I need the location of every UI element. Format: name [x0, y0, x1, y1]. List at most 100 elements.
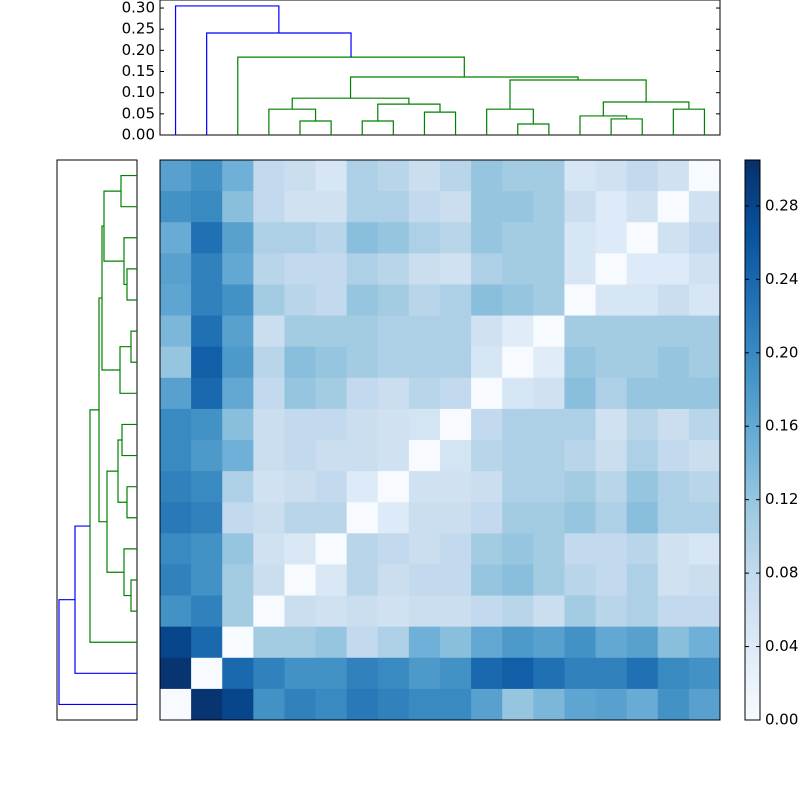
colorbar-step — [745, 274, 760, 278]
y-tick-label: 0.30 — [122, 0, 155, 17]
colorbar-step — [745, 686, 760, 690]
heatmap-cell — [440, 160, 472, 192]
heatmap-cell — [626, 688, 659, 721]
heatmap-cell — [346, 253, 379, 285]
heatmap-cell — [222, 346, 254, 379]
colorbar-step — [745, 179, 760, 183]
colorbar-tick-label: 0.00 — [765, 711, 798, 729]
heatmap-cell — [626, 408, 659, 441]
colorbar-step — [745, 454, 760, 458]
heatmap-cell — [408, 377, 441, 410]
heatmap-cell — [533, 284, 565, 317]
colorbar-step — [745, 641, 760, 645]
colorbar-step — [745, 409, 760, 413]
heatmap-cell — [502, 657, 534, 690]
heatmap-cell — [377, 377, 410, 410]
heatmap-cell — [502, 315, 534, 348]
colorbar-step — [745, 316, 760, 320]
heatmap-cell — [222, 502, 254, 534]
colorbar-step — [745, 482, 760, 486]
heatmap-cell — [160, 284, 192, 317]
colorbar-step — [745, 249, 760, 253]
heatmap-cell — [408, 502, 441, 534]
colorbar-step — [745, 574, 760, 578]
colorbar-step — [745, 566, 760, 570]
heatmap-cell — [377, 688, 410, 721]
heatmap-cell — [657, 191, 690, 223]
colorbar-step — [745, 378, 760, 382]
heatmap-cell — [564, 315, 597, 348]
colorbar-step — [745, 582, 760, 586]
colorbar-step — [745, 585, 760, 589]
colorbar-step — [745, 288, 760, 292]
colorbar-step — [745, 490, 760, 494]
heatmap-cell — [626, 191, 659, 223]
heatmap-cell — [471, 595, 503, 628]
colorbar-step — [745, 608, 760, 612]
colorbar-step — [745, 465, 760, 469]
heatmap-cell — [502, 564, 534, 597]
colorbar-step — [745, 381, 760, 385]
colorbar-step — [745, 182, 760, 186]
heatmap-cell — [377, 160, 410, 192]
heatmap-cell — [533, 657, 565, 690]
heatmap-cell — [471, 502, 503, 534]
heatmap-cell — [440, 222, 472, 254]
heatmap-cell — [595, 595, 628, 628]
heatmap-cell — [502, 440, 534, 472]
heatmap-cell — [284, 595, 317, 628]
heatmap-cell — [222, 191, 254, 223]
colorbar-step — [745, 244, 760, 248]
heatmap-cell — [533, 471, 565, 503]
heatmap-cell — [191, 440, 223, 472]
heatmap-cell — [595, 284, 628, 317]
heatmap-cell — [564, 253, 597, 285]
heatmap-cell — [564, 191, 597, 223]
heatmap-cell — [471, 315, 503, 348]
heatmap-cell — [377, 502, 410, 534]
heatmap-cell — [657, 657, 690, 690]
heatmap-cell — [533, 191, 565, 223]
heatmap-cell — [626, 471, 659, 503]
colorbar-step — [745, 263, 760, 267]
heatmap-cell — [222, 471, 254, 503]
colorbar-step — [745, 535, 760, 539]
colorbar-step — [745, 420, 760, 424]
colorbar-step — [745, 162, 760, 166]
colorbar-step — [745, 364, 760, 368]
colorbar-step — [745, 241, 760, 245]
heatmap-cell — [222, 626, 254, 659]
colorbar-step — [745, 160, 760, 164]
heatmap-cell — [222, 440, 254, 472]
colorbar-step — [745, 440, 760, 444]
colorbar-step — [745, 319, 760, 323]
heatmap-cell — [533, 626, 565, 659]
heatmap-cell — [253, 160, 285, 192]
colorbar-step — [745, 504, 760, 508]
heatmap-cell — [440, 471, 472, 503]
heatmap-cell — [533, 440, 565, 472]
heatmap-cell — [502, 408, 534, 441]
colorbar-step — [745, 297, 760, 301]
heatmap-cell — [688, 346, 721, 379]
heatmap-cell — [595, 346, 628, 379]
colorbar-step — [745, 283, 760, 287]
colorbar-step — [745, 277, 760, 281]
heatmap-cell — [502, 160, 534, 192]
colorbar-step — [745, 524, 760, 528]
colorbar-step — [745, 325, 760, 329]
heatmap-cell — [471, 160, 503, 192]
heatmap-cell — [440, 315, 472, 348]
colorbar-step — [745, 650, 760, 654]
colorbar-tick-label: 0.04 — [765, 637, 798, 655]
heatmap-cell — [408, 688, 441, 721]
heatmap-cell — [191, 346, 223, 379]
colorbar-step — [745, 322, 760, 326]
heatmap-cell — [191, 502, 223, 534]
heatmap-cell — [160, 595, 192, 628]
colorbar-step — [745, 185, 760, 189]
heatmap-cell — [595, 564, 628, 597]
heatmap-cell — [222, 315, 254, 348]
heatmap-cell — [502, 471, 534, 503]
heatmap-cell — [564, 564, 597, 597]
